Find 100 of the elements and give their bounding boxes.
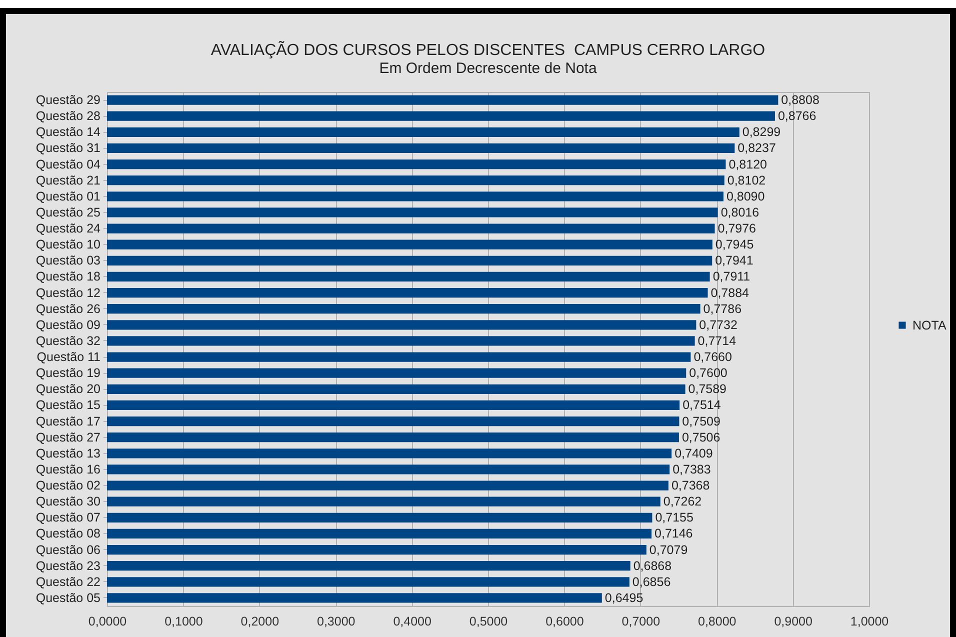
data-label: 0,6495 [604,590,644,605]
y-tick-label: Questão 19 [36,366,101,380]
bar [107,304,700,314]
y-tick-label: Questão 26 [36,302,101,316]
bar [107,336,695,346]
data-label: 0,7714 [698,334,736,348]
data-label: 0,7506 [682,430,720,444]
y-tick-label: Questão 24 [36,222,101,236]
y-tick-label: Questão 10 [36,238,101,252]
data-label: 0,7600 [689,366,728,380]
data-label: 0,7368 [671,478,710,493]
bar [107,320,696,330]
data-label: 0,7079 [649,542,688,557]
x-tick-label: 0,3000 [316,614,356,628]
bar [107,496,660,506]
bar [107,384,686,394]
bar [107,448,672,458]
x-tick-label: 0,8000 [698,614,736,628]
bar [107,480,668,490]
data-label: 0,7383 [672,462,711,476]
bar [107,159,726,170]
data-label: 0,7155 [655,510,694,525]
data-label: 0,7660 [694,350,732,364]
bar [107,143,735,154]
y-tick-label: Questão 29 [36,93,101,108]
bar [107,127,740,137]
data-label: 0,7514 [682,398,721,412]
bar [107,208,718,218]
data-label: 0,7262 [663,494,702,509]
y-tick-label: Questão 11 [36,350,101,364]
chart-subtitle: Em Ordem Decrescente de Nota [379,60,598,77]
bar [107,224,715,234]
bar [107,416,680,426]
data-label: 0,7945 [715,238,754,252]
y-tick-label: Questão 04 [36,157,101,172]
bar [107,432,679,442]
y-tick-label: Questão 05 [36,590,101,605]
x-tick-label: 0,9000 [774,614,812,628]
data-label: 0,8120 [728,157,768,172]
data-label: 0,7941 [715,254,754,268]
bar [107,288,708,298]
bar [107,192,724,202]
bar [107,176,724,186]
y-tick-label: Questão 30 [36,494,101,509]
bar [107,464,670,474]
y-tick-label: Questão 06 [36,542,101,557]
data-label: 0,7786 [703,302,742,316]
y-tick-label: Questão 14 [36,125,101,140]
bar [107,544,646,555]
data-label: 0,8299 [742,125,781,140]
x-tick-label: 0,1000 [164,614,203,628]
y-tick-label: Questão 21 [36,173,101,188]
x-tick-label: 0,2000 [240,614,280,628]
x-tick-label: 0,4000 [393,614,432,628]
y-tick-label: Questão 07 [36,510,101,525]
data-label: 0,7976 [718,222,756,236]
data-label: 0,7884 [710,286,750,300]
y-tick-label: Questão 13 [36,446,101,460]
y-tick-label: Questão 25 [36,205,101,220]
y-tick-label: Questão 02 [36,478,101,493]
data-label: 0,8102 [727,173,766,188]
y-tick-label: Questão 27 [36,430,101,444]
bar [107,593,602,603]
data-label: 0,7509 [682,414,720,428]
bar [107,272,710,282]
y-tick-label: Questão 23 [36,558,101,573]
bar [107,368,686,378]
bar [107,95,778,105]
y-tick-label: Questão 18 [36,270,101,284]
y-tick-label: Questão 32 [36,334,101,348]
data-label: 0,6868 [633,558,672,573]
x-tick-label: 0,0000 [88,614,127,628]
y-tick-label: Questão 08 [36,526,101,541]
y-tick-label: Questão 17 [36,414,101,428]
x-tick-label: 0,6000 [546,614,584,628]
data-label: 0,8090 [726,189,765,204]
y-tick-label: Questão 28 [36,109,101,124]
data-label: 0,7732 [699,318,738,332]
data-label: 0,8808 [781,93,820,108]
y-tick-label: Questão 01 [36,189,101,204]
data-label: 0,7146 [654,526,693,541]
bar [107,256,712,266]
bar [107,111,775,121]
bar [107,577,630,587]
x-tick-label: 0,7000 [622,614,660,628]
bar [107,240,712,250]
legend-label: NOTA [912,318,947,332]
bar [107,528,652,539]
data-label: 0,8237 [738,141,776,156]
x-tick-label: 1,0000 [850,614,889,628]
y-tick-label: Questão 09 [36,318,101,332]
data-label: 0,8016 [720,205,760,220]
y-tick-label: Questão 12 [36,286,101,300]
bar [107,512,652,522]
x-tick-label: 0,5000 [469,614,508,628]
bar [107,561,630,571]
y-tick-label: Questão 20 [36,382,101,396]
y-tick-label: Questão 03 [36,254,101,268]
y-tick-label: Questão 15 [36,398,101,412]
data-label: 0,7911 [712,270,750,284]
